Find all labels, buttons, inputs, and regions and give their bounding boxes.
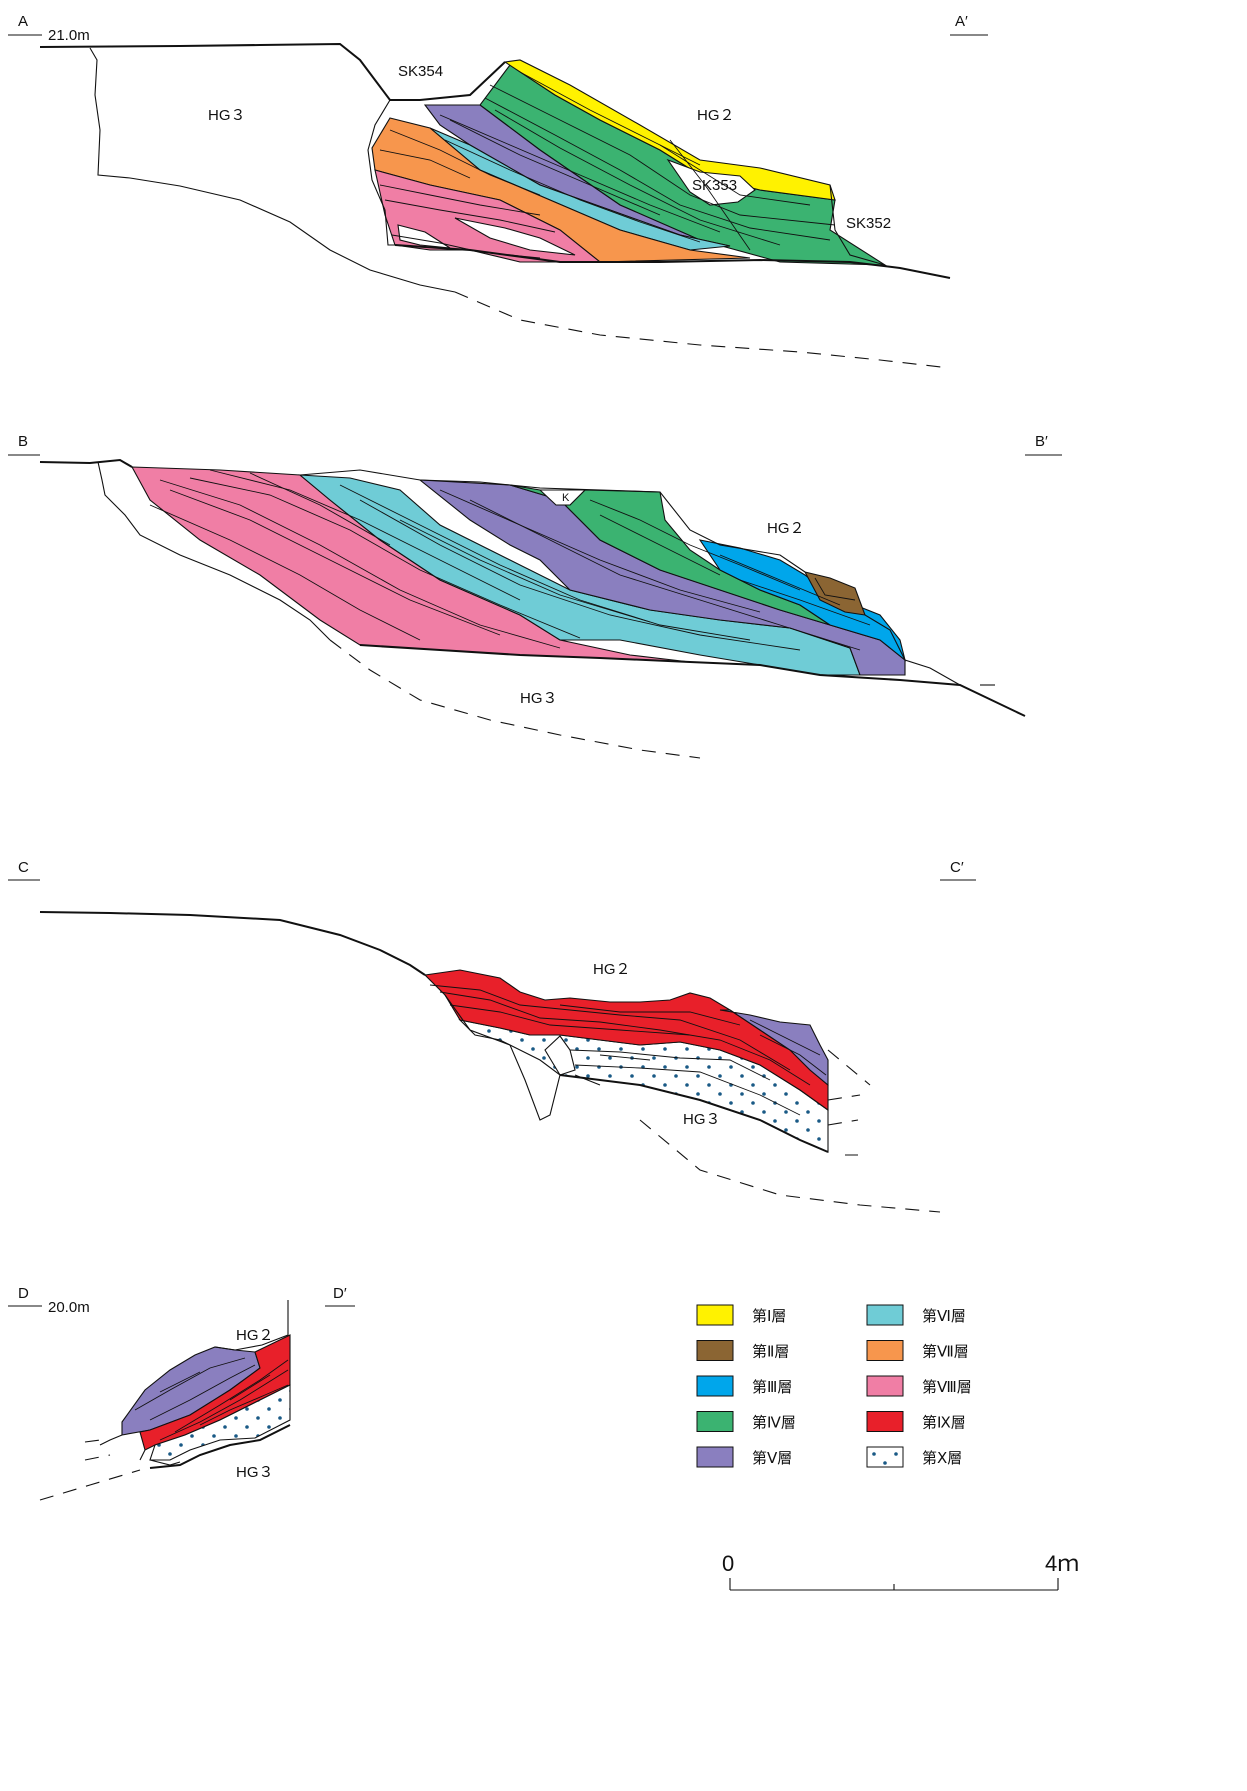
legend-swatch <box>696 1375 734 1397</box>
label-sk354: SK354 <box>398 63 443 80</box>
section-d: D 20.0m D′ HG２ HG３ <box>8 1285 355 1501</box>
hg2-surface-d <box>214 1300 289 1351</box>
label-a-hg2: HG２ <box>697 107 735 124</box>
section-d-start-label: D <box>18 1285 29 1302</box>
legend-swatch <box>696 1304 734 1326</box>
section-d-elevation: 20.0m <box>48 1299 90 1316</box>
layer-x-d <box>149 1384 291 1461</box>
label-c-hg2: HG２ <box>593 961 631 978</box>
legend-swatch <box>866 1304 904 1326</box>
label-a-hg3: HG３ <box>208 107 246 124</box>
label-d-hg3: HG３ <box>236 1464 274 1481</box>
section-a-elevation: 21.0m <box>48 27 90 44</box>
sk352-wall <box>829 184 886 266</box>
section-b-start-label: B <box>18 433 28 450</box>
label-d-hg2: HG２ <box>236 1327 274 1344</box>
legend-swatch <box>866 1411 904 1432</box>
legend-swatch <box>696 1411 734 1432</box>
legend-label: 第Ⅵ層 <box>922 1307 966 1325</box>
ground-surface-a <box>39 42 506 101</box>
legend-label: 第Ⅴ層 <box>752 1449 792 1467</box>
legend-swatch <box>696 1340 734 1361</box>
section-a: A 21.0m A′ <box>8 13 988 369</box>
legend-label: 第Ⅸ層 <box>922 1414 966 1432</box>
pit-sk354-wall <box>367 99 395 246</box>
legend-swatch <box>696 1446 734 1468</box>
hg3-dashed-boundary-a <box>454 291 951 369</box>
section-b: B B′ <box>8 433 1062 759</box>
pocket-c-1 <box>544 1035 576 1076</box>
hg3-boundary-b <box>97 461 331 641</box>
legend-swatch <box>866 1375 904 1397</box>
label-b-hg2: HG２ <box>767 520 805 537</box>
scale-max-label: 4ｍ <box>1045 1551 1079 1576</box>
legend-label: 第Ⅳ層 <box>752 1414 796 1432</box>
layer-lines-c <box>429 984 827 1116</box>
label-b-k: K <box>562 492 570 504</box>
section-c-end-label: C′ <box>950 859 964 876</box>
legend-label: 第Ⅰ層 <box>752 1307 786 1325</box>
ground-base-a <box>394 244 951 279</box>
legend-swatch <box>866 1446 904 1468</box>
layer-lines-d <box>134 1357 289 1441</box>
layer-i-a <box>503 59 836 201</box>
ground-surface-c <box>39 911 426 976</box>
section-d-end-label: D′ <box>333 1285 347 1302</box>
scale-min-label: 0 <box>722 1551 734 1576</box>
hg3-dashed-boundary-c <box>639 1119 941 1213</box>
layer-lines-a <box>379 71 836 259</box>
pit-k <box>538 489 587 506</box>
legend-label: 第Ⅹ層 <box>922 1449 962 1467</box>
legend-label: 第Ⅷ層 <box>922 1378 972 1396</box>
hg2-slope-b <box>299 469 961 686</box>
hg3-boundary-c <box>444 994 601 1121</box>
edge-dash-c <box>827 1049 871 1156</box>
section-b-end-label: B′ <box>1035 433 1048 450</box>
ground-base-d <box>149 1424 291 1469</box>
ground-base-b <box>359 644 1026 717</box>
section-a-end-label: A′ <box>955 13 968 30</box>
layer-v-c <box>719 1009 829 1087</box>
legend-swatch <box>866 1340 904 1361</box>
hg3-boundary-a <box>89 47 456 293</box>
label-sk353: SK353 <box>692 177 737 194</box>
label-b-hg3: HG３ <box>520 690 558 707</box>
label-sk352: SK352 <box>846 215 891 232</box>
legend-label: 第Ⅶ層 <box>922 1343 969 1361</box>
pocket-a-1 <box>454 217 576 256</box>
legend-label: 第Ⅱ層 <box>752 1343 789 1361</box>
ground-base-c <box>559 1074 829 1153</box>
section-a-start-label: A <box>18 13 28 30</box>
scale-bar: 0 4ｍ <box>722 1551 1079 1591</box>
ground-surface-b <box>39 458 133 468</box>
layer-lines-b <box>149 469 871 651</box>
edge-dash-d <box>84 1439 111 1461</box>
section-c-start-label: C <box>18 859 29 876</box>
hg3-dashed-boundary-b <box>329 639 701 759</box>
legend-label: 第Ⅲ層 <box>752 1378 792 1396</box>
section-c: C C′ HG２ HG３ <box>8 859 976 1213</box>
hg3-dashed-boundary-d <box>39 1469 141 1501</box>
label-c-hg3: HG３ <box>683 1111 721 1128</box>
